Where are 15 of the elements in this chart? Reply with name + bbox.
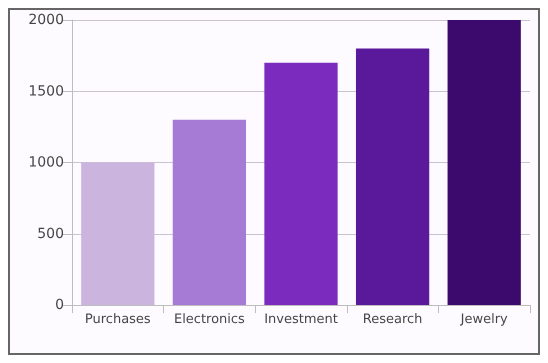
x-tick-label: Purchases: [84, 312, 151, 327]
y-tick-label: 1000: [28, 154, 64, 170]
x-tick-label: Research: [362, 312, 422, 327]
bar: [172, 120, 246, 305]
x-tick-label: Electronics: [174, 312, 246, 327]
y-tick-label: 500: [37, 226, 64, 242]
x-tick-label: Jewelry: [460, 312, 508, 327]
bar: [264, 62, 338, 305]
y-tick-label: 0: [55, 297, 64, 313]
bar: [356, 48, 430, 305]
x-tick-label: Investment: [264, 312, 338, 327]
y-tick-label: 2000: [28, 12, 64, 28]
bar: [448, 20, 521, 305]
bar: [81, 162, 154, 305]
y-tick-label: 1500: [28, 83, 64, 100]
